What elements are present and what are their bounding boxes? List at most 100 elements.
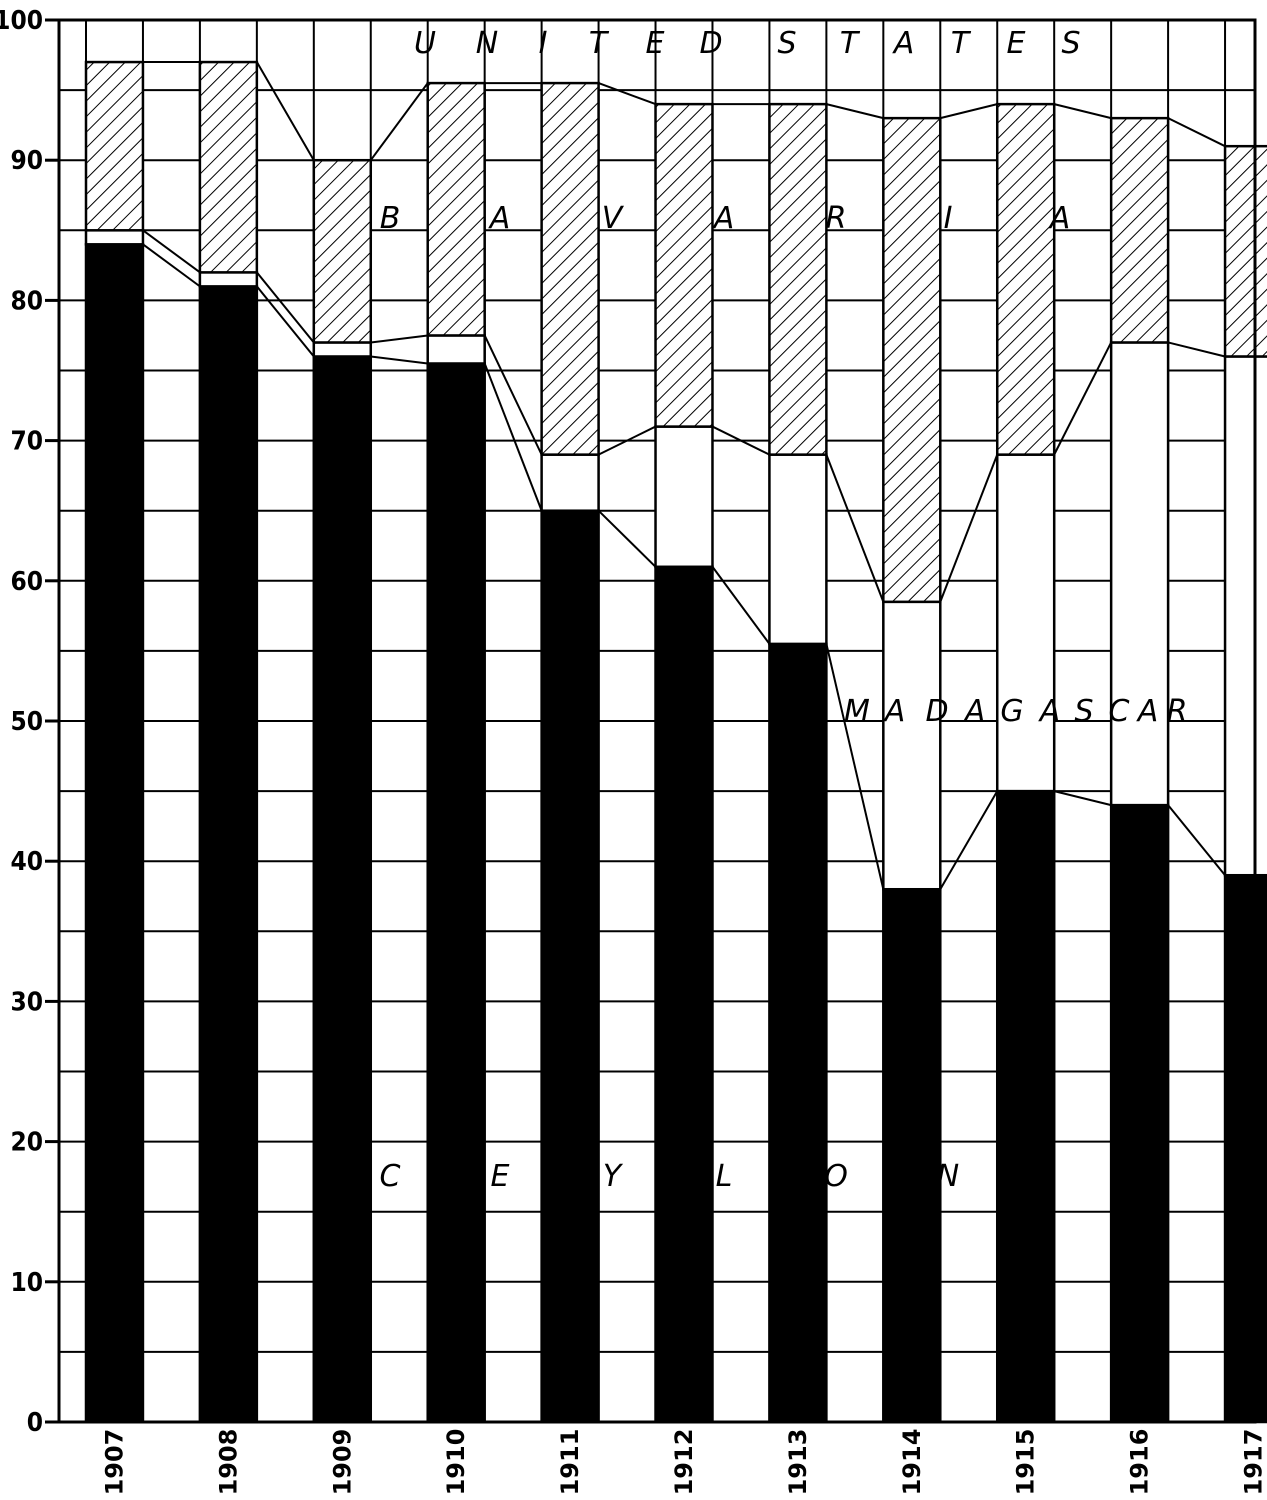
bar-bavaria-1909 [312,158,373,344]
boundary-lines [142,61,1226,890]
region-letter-bavaria: A [488,201,511,236]
region-letter-madagascar: R [1167,694,1188,729]
y-tick-label: 50 [10,707,43,737]
bar-ceylon-1912 [654,565,714,1424]
region-letter-madagascar: S [1074,694,1093,729]
bar-madagascar-1915 [995,453,1056,793]
boundary-segment [1053,790,1112,807]
region-letter-united-states: S [1061,26,1080,61]
bar-ceylon-1907 [84,243,145,1424]
bar-madagascar-1908 [198,271,259,288]
region-letter-united-states: I [539,26,548,61]
boundary-segment [826,103,884,120]
boundary-segment [483,335,543,456]
bar-madagascar-1912 [654,425,714,569]
bar-bavaria-1915 [995,102,1056,456]
bar-madagascar-1907 [84,229,145,246]
region-letter-united-states: U [414,26,436,61]
bar-ceylon-1913 [768,642,828,1424]
y-tick-label: 100 [0,6,43,36]
x-tick-label: 1907 [100,1429,128,1496]
region-letter-united-states: T [589,26,610,61]
x-tick-label: 1914 [898,1429,926,1496]
x-tick-label: 1912 [670,1429,698,1496]
region-letter-united-states: E [646,26,665,61]
boundary-segment [369,82,429,161]
bar-madagascar-1911 [540,453,600,512]
bars [84,60,1267,1424]
boundary-segment [1053,342,1113,456]
boundary-segment [940,103,998,120]
bar-bavaria-1911 [540,81,600,456]
boundary-segment [597,509,657,568]
bar-madagascar-1917 [1223,355,1267,877]
region-letter-madagascar: C [1109,694,1130,729]
region-letter-ceylon: L [716,1159,733,1194]
y-tick-label: 0 [27,1408,43,1438]
x-tick-label: 1913 [784,1429,812,1496]
bar-bavaria-1913 [768,102,828,456]
bar-bavaria-1907 [84,60,145,232]
bar-ceylon-1916 [1109,803,1170,1424]
boundary-segment [142,229,201,274]
boundary-segment [483,363,543,512]
region-letter-united-states: D [699,26,722,61]
region-letter-bavaria: B [380,201,401,236]
bar-bavaria-1910 [426,81,486,337]
bar-ceylon-1917 [1223,873,1267,1424]
boundary-segment [711,566,771,645]
boundary-segment [939,454,999,603]
boundary-segment [939,790,999,890]
boundary-segment [825,454,885,603]
x-axis-labels: 1907 1908 1909 1910 1911 1912 1913 1914 1915 1916… [100,1429,1267,1496]
bar-ceylon-1915 [995,789,1056,1424]
bar-ceylon-1909 [312,355,373,1424]
boundary-segment [370,355,428,365]
bar-ceylon-1911 [540,509,600,1424]
bar-madagascar-1910 [426,334,486,365]
region-letter-bavaria: R [826,201,847,236]
region-letter-united-states: S [777,26,796,61]
boundary-segment [1053,103,1112,120]
region-letter-bavaria: A [712,201,735,236]
boundary-segment [256,285,315,358]
boundary-segment [598,425,656,456]
region-letter-madagascar: G [1000,694,1023,729]
region-letter-bavaria: V [602,201,625,236]
boundary-segment [142,243,201,288]
y-tick-label: 30 [10,987,43,1017]
boundary-segment [712,425,770,456]
bar-madagascar-1913 [768,453,828,646]
region-letter-united-states: N [476,26,498,61]
y-tick-label: 60 [10,567,43,597]
y-tick-label: 90 [10,146,43,176]
bar-bavaria-1917 [1223,144,1267,358]
boundary-segment [255,61,315,161]
y-tick-label: 20 [10,1128,43,1158]
bar-bavaria-1912 [654,102,714,428]
region-letter-madagascar: D [925,694,948,729]
x-tick-label: 1917 [1240,1429,1267,1496]
region-letter-madagascar: A [1038,694,1061,729]
y-tick-label: 80 [10,286,43,316]
x-tick-label: 1909 [328,1429,356,1496]
boundary-segment [598,82,656,106]
y-tick-label: 40 [10,847,43,877]
x-tick-label: 1910 [442,1429,470,1496]
x-tick-label: 1915 [1012,1429,1040,1496]
x-tick-label: 1911 [556,1429,584,1496]
bar-ceylon-1914 [882,887,942,1424]
region-letter-bavaria: I [944,201,953,236]
bar-bavaria-1916 [1109,116,1170,344]
region-letter-madagascar: M [844,694,870,729]
region-letter-united-states: T [951,26,972,61]
bar-bavaria-1908 [198,60,259,274]
boundary-segment [1167,341,1226,358]
boundary-segment [1167,804,1226,876]
boundary-segment [1167,117,1226,148]
region-letter-ceylon: E [491,1159,510,1194]
region-letter-madagascar: A [883,694,906,729]
x-tick-label: 1908 [214,1429,242,1496]
bar-ceylon-1910 [426,362,486,1424]
